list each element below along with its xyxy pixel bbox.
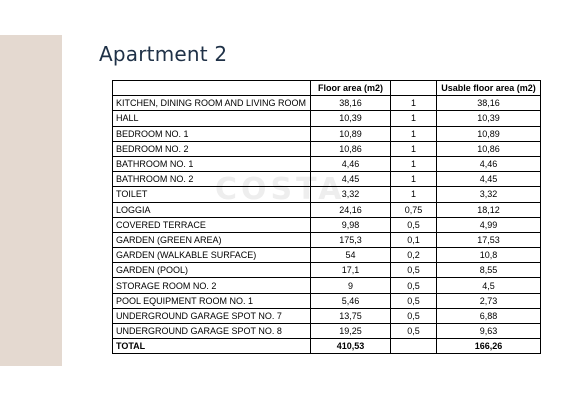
room-name-cell: GARDEN (POOL) (112, 262, 311, 279)
usable-area-cell: 4,5 (436, 277, 541, 294)
coefficient-cell: 0,2 (390, 247, 437, 264)
coefficient-cell: 0,5 (390, 322, 437, 340)
floor-area-cell: 17,1 (310, 262, 391, 279)
floor-area-cell: 24,16 (310, 201, 391, 218)
room-name-cell: COVERED TERRACE (112, 216, 311, 233)
room-name-cell: BEDROOM NO. 2 (112, 140, 311, 157)
usable-area-cell: 18,12 (436, 201, 541, 218)
table-body: KITCHEN, DINING ROOM AND LIVING ROOM 38,1… (112, 95, 541, 355)
table-header-row: Floor area (m2) Usable floor area (m2) (112, 79, 541, 97)
table-row: UNDERGROUND GARAGE SPOT NO. 8 19,25 0,5 9,6… (112, 322, 541, 340)
table-total-row: TOTAL 410,53 166,26 (112, 338, 541, 355)
page-title: Apartment 2 (99, 42, 228, 66)
coefficient-cell: 0,5 (390, 307, 437, 325)
room-name-cell: KITCHEN, DINING ROOM AND LIVING ROOM (112, 95, 311, 112)
coefficient-cell: 0,5 (390, 292, 437, 309)
usable-area-cell: 4,99 (436, 216, 541, 233)
table-row: LOGGIA 24,16 0,75 18,12 (112, 201, 541, 218)
header-floor-area: Floor area (m2) (310, 79, 391, 97)
header-room (112, 79, 311, 97)
floor-area-cell: 54 (310, 247, 391, 264)
coefficient-cell: 1 (390, 186, 437, 203)
coefficient-cell: 1 (390, 155, 437, 173)
table-row: UNDERGROUND GARAGE SPOT NO. 7 13,75 0,5 6,8… (112, 307, 541, 325)
table-row: TOILET 3,32 1 3,32 (112, 186, 541, 203)
header-usable-floor-area: Usable floor area (m2) (436, 79, 541, 97)
floor-area-cell: 38,16 (310, 95, 391, 112)
table-row: BEDROOM NO. 2 10,86 1 10,86 (112, 140, 541, 157)
usable-area-cell: 10,86 (436, 140, 541, 157)
floor-area-cell: 4,46 (310, 155, 391, 173)
room-name-cell: POOL EQUIPMENT ROOM NO. 1 (112, 292, 311, 309)
floor-area-cell: 4,45 (310, 171, 391, 188)
room-name-cell: UNDERGROUND GARAGE SPOT NO. 7 (112, 307, 311, 325)
floor-area-cell: 10,89 (310, 125, 391, 142)
total-floor-area-cell: 410,53 (310, 338, 391, 355)
coefficient-cell: 1 (390, 171, 437, 188)
floor-area-cell: 9,98 (310, 216, 391, 233)
coefficient-cell: 0,5 (390, 216, 437, 233)
floor-area-cell: 5,46 (310, 292, 391, 309)
usable-area-cell: 4,45 (436, 171, 541, 188)
floor-area-cell: 9 (310, 277, 391, 294)
room-name-cell: BATHROOM NO. 1 (112, 155, 311, 173)
room-name-cell: BATHROOM NO. 2 (112, 171, 311, 188)
coefficient-cell: 1 (390, 95, 437, 112)
coefficient-cell: 0,75 (390, 201, 437, 218)
header-coefficient (390, 79, 437, 97)
total-usable-area-cell: 166,26 (436, 338, 541, 355)
usable-area-cell: 4,46 (436, 155, 541, 173)
usable-area-cell: 3,32 (436, 186, 541, 203)
floor-area-cell: 19,25 (310, 322, 391, 340)
usable-area-cell: 10,39 (436, 110, 541, 127)
floor-area-cell: 10,39 (310, 110, 391, 127)
coefficient-cell: 0,5 (390, 277, 437, 294)
table-row: GARDEN (WALKABLE SURFACE) 54 0,2 10,8 (112, 247, 541, 264)
usable-area-cell: 10,8 (436, 247, 541, 264)
table-row: POOL EQUIPMENT ROOM NO. 1 5,46 0,5 2,73 (112, 292, 541, 309)
table-row: COVERED TERRACE 9,98 0,5 4,99 (112, 216, 541, 233)
usable-area-cell: 9,63 (436, 322, 541, 340)
table-row: STORAGE ROOM NO. 2 9 0,5 4,5 (112, 277, 541, 294)
usable-area-cell: 6,88 (436, 307, 541, 325)
usable-area-cell: 17,53 (436, 231, 541, 249)
usable-area-cell: 10,89 (436, 125, 541, 142)
total-label-cell: TOTAL (112, 338, 311, 355)
floor-area-cell: 175,3 (310, 231, 391, 249)
table-row: BATHROOM NO. 2 4,45 1 4,45 (112, 171, 541, 188)
table-row: BEDROOM NO. 1 10,89 1 10,89 (112, 125, 541, 142)
floor-area-cell: 10,86 (310, 140, 391, 157)
room-name-cell: BEDROOM NO. 1 (112, 125, 311, 142)
coefficient-cell: 1 (390, 110, 437, 127)
room-name-cell: TOILET (112, 186, 311, 203)
coefficient-cell: 0,1 (390, 231, 437, 249)
table-row: HALL 10,39 1 10,39 (112, 110, 541, 127)
usable-area-cell: 8,55 (436, 262, 541, 279)
table-row: BATHROOM NO. 1 4,46 1 4,46 (112, 155, 541, 173)
decorative-side-band (0, 35, 62, 366)
room-name-cell: HALL (112, 110, 311, 127)
room-name-cell: UNDERGROUND GARAGE SPOT NO. 8 (112, 322, 311, 340)
coefficient-cell: 1 (390, 140, 437, 157)
table-row: GARDEN (POOL) 17,1 0,5 8,55 (112, 262, 541, 279)
room-name-cell: LOGGIA (112, 201, 311, 218)
coefficient-cell: 1 (390, 125, 437, 142)
floor-area-cell: 13,75 (310, 307, 391, 325)
usable-area-cell: 38,16 (436, 95, 541, 112)
usable-area-cell: 2,73 (436, 292, 541, 309)
table-row: GARDEN (GREEN AREA) 175,3 0,1 17,53 (112, 231, 541, 249)
floor-area-cell: 3,32 (310, 186, 391, 203)
table-row: KITCHEN, DINING ROOM AND LIVING ROOM 38,1… (112, 95, 541, 112)
total-coefficient-cell (390, 338, 437, 355)
room-name-cell: STORAGE ROOM NO. 2 (112, 277, 311, 294)
floor-area-table: Floor area (m2) Usable floor area (m2) K… (112, 79, 541, 355)
coefficient-cell: 0,5 (390, 262, 437, 279)
room-name-cell: GARDEN (GREEN AREA) (112, 231, 311, 249)
room-name-cell: GARDEN (WALKABLE SURFACE) (112, 247, 311, 264)
